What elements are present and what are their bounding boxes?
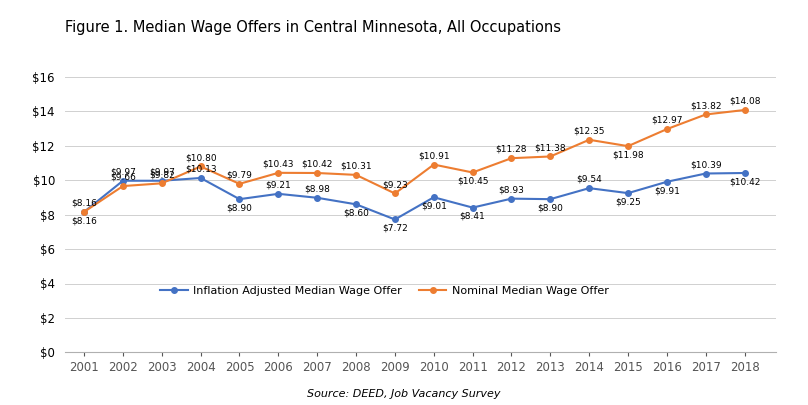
Text: $8.16: $8.16 bbox=[71, 198, 97, 208]
Text: $9.82: $9.82 bbox=[149, 170, 175, 179]
Nominal Median Wage Offer bbox=[507, 156, 516, 161]
Text: $9.01: $9.01 bbox=[421, 202, 447, 211]
Text: $10.39: $10.39 bbox=[690, 160, 722, 169]
Inflation Adjusted Median Wage Offer bbox=[157, 178, 166, 183]
Nominal Median Wage Offer bbox=[623, 144, 633, 149]
Inflation Adjusted Median Wage Offer bbox=[740, 171, 750, 175]
Text: $8.41: $8.41 bbox=[460, 212, 486, 221]
Text: $10.80: $10.80 bbox=[185, 153, 217, 162]
Line: Nominal Median Wage Offer: Nominal Median Wage Offer bbox=[82, 107, 747, 215]
Inflation Adjusted Median Wage Offer bbox=[662, 179, 671, 184]
Nominal Median Wage Offer bbox=[118, 183, 128, 188]
Text: $9.66: $9.66 bbox=[110, 173, 136, 182]
Text: $10.13: $10.13 bbox=[185, 165, 217, 174]
Inflation Adjusted Median Wage Offer bbox=[118, 178, 128, 183]
Text: $9.54: $9.54 bbox=[576, 175, 602, 184]
Text: $9.25: $9.25 bbox=[615, 197, 641, 207]
Text: $14.08: $14.08 bbox=[729, 97, 760, 106]
Nominal Median Wage Offer bbox=[701, 112, 710, 117]
Nominal Median Wage Offer bbox=[545, 154, 555, 159]
Text: $9.97: $9.97 bbox=[110, 167, 136, 177]
Text: $8.98: $8.98 bbox=[305, 185, 330, 194]
Inflation Adjusted Median Wage Offer bbox=[584, 186, 594, 191]
Text: $8.16: $8.16 bbox=[71, 216, 97, 225]
Text: $9.23: $9.23 bbox=[382, 180, 408, 189]
Text: $10.43: $10.43 bbox=[263, 160, 294, 168]
Text: $10.31: $10.31 bbox=[340, 162, 372, 171]
Text: $7.72: $7.72 bbox=[382, 224, 408, 233]
Text: $8.90: $8.90 bbox=[537, 203, 563, 213]
Nominal Median Wage Offer bbox=[584, 137, 594, 142]
Inflation Adjusted Median Wage Offer bbox=[545, 197, 555, 202]
Text: Figure 1. Median Wage Offers in Central Minnesota, All Occupations: Figure 1. Median Wage Offers in Central … bbox=[65, 20, 561, 35]
Text: $9.21: $9.21 bbox=[266, 181, 291, 190]
Nominal Median Wage Offer bbox=[313, 171, 322, 175]
Inflation Adjusted Median Wage Offer bbox=[390, 217, 400, 222]
Inflation Adjusted Median Wage Offer bbox=[313, 195, 322, 200]
Text: $9.97: $9.97 bbox=[149, 167, 175, 177]
Inflation Adjusted Median Wage Offer bbox=[468, 205, 478, 210]
Nominal Median Wage Offer bbox=[429, 162, 439, 167]
Inflation Adjusted Median Wage Offer bbox=[79, 209, 89, 214]
Text: $10.42: $10.42 bbox=[301, 160, 333, 169]
Nominal Median Wage Offer bbox=[196, 164, 205, 169]
Text: $12.35: $12.35 bbox=[574, 126, 605, 135]
Nominal Median Wage Offer bbox=[79, 209, 89, 214]
Text: $11.28: $11.28 bbox=[496, 145, 527, 154]
Text: $11.98: $11.98 bbox=[612, 150, 644, 160]
Text: $13.82: $13.82 bbox=[690, 101, 722, 110]
Text: $10.91: $10.91 bbox=[418, 151, 449, 160]
Inflation Adjusted Median Wage Offer bbox=[429, 195, 439, 200]
Text: Source: DEED, Job Vacancy Survey: Source: DEED, Job Vacancy Survey bbox=[307, 389, 501, 399]
Nominal Median Wage Offer bbox=[662, 127, 671, 132]
Inflation Adjusted Median Wage Offer bbox=[351, 202, 361, 207]
Legend: Inflation Adjusted Median Wage Offer, Nominal Median Wage Offer: Inflation Adjusted Median Wage Offer, No… bbox=[155, 281, 613, 300]
Line: Inflation Adjusted Median Wage Offer: Inflation Adjusted Median Wage Offer bbox=[82, 170, 747, 222]
Text: $12.97: $12.97 bbox=[651, 116, 683, 125]
Text: $8.90: $8.90 bbox=[226, 203, 252, 213]
Text: $10.42: $10.42 bbox=[729, 177, 760, 186]
Text: $9.91: $9.91 bbox=[654, 186, 680, 195]
Inflation Adjusted Median Wage Offer bbox=[273, 192, 283, 196]
Inflation Adjusted Median Wage Offer bbox=[507, 196, 516, 201]
Nominal Median Wage Offer bbox=[351, 173, 361, 177]
Nominal Median Wage Offer bbox=[740, 108, 750, 113]
Nominal Median Wage Offer bbox=[390, 191, 400, 196]
Inflation Adjusted Median Wage Offer bbox=[701, 171, 710, 176]
Text: $11.38: $11.38 bbox=[535, 143, 566, 152]
Nominal Median Wage Offer bbox=[468, 170, 478, 175]
Nominal Median Wage Offer bbox=[273, 171, 283, 175]
Inflation Adjusted Median Wage Offer bbox=[623, 191, 633, 196]
Text: $9.79: $9.79 bbox=[226, 171, 252, 179]
Nominal Median Wage Offer bbox=[157, 181, 166, 186]
Nominal Median Wage Offer bbox=[234, 181, 244, 186]
Inflation Adjusted Median Wage Offer bbox=[196, 175, 205, 180]
Inflation Adjusted Median Wage Offer bbox=[234, 197, 244, 202]
Text: $10.45: $10.45 bbox=[457, 177, 488, 186]
Text: $8.60: $8.60 bbox=[343, 209, 369, 217]
Text: $8.93: $8.93 bbox=[499, 185, 524, 194]
